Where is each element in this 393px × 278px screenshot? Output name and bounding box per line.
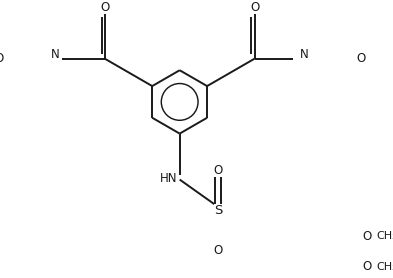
Text: O: O	[0, 52, 4, 65]
Text: N: N	[299, 48, 308, 61]
Text: CH₃: CH₃	[376, 262, 393, 272]
Text: O: O	[362, 260, 371, 273]
Text: HN: HN	[160, 172, 178, 185]
Text: O: O	[213, 164, 222, 177]
Text: O: O	[250, 1, 259, 14]
Text: CH₃: CH₃	[376, 231, 393, 241]
Text: S: S	[214, 204, 222, 217]
Text: N: N	[51, 48, 60, 61]
Text: O: O	[100, 1, 109, 14]
Text: O: O	[356, 52, 365, 65]
Text: O: O	[362, 230, 371, 243]
Text: O: O	[213, 244, 222, 257]
